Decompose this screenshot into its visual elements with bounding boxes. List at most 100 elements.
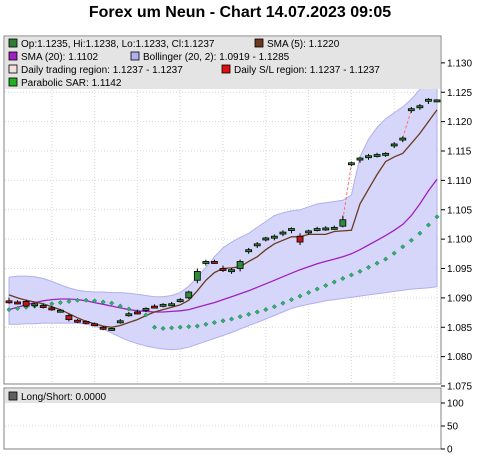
psar-point	[374, 260, 380, 266]
candle-body	[91, 323, 98, 327]
candle-body	[133, 311, 141, 315]
candle-body	[74, 319, 81, 323]
candle-body	[322, 227, 330, 231]
candle-body	[39, 305, 47, 308]
psar-point	[237, 314, 243, 320]
psar-point	[177, 324, 183, 330]
legend-label: SMA (5): 1.1220	[267, 39, 340, 50]
legend-label: Daily trading region: 1.1237 - 1.1237	[21, 65, 183, 76]
candle-body	[305, 230, 313, 234]
candle-body	[339, 219, 347, 227]
candles	[5, 98, 441, 331]
psar-point	[74, 297, 81, 303]
psar-point	[15, 305, 21, 312]
candle-body	[116, 320, 124, 324]
psar-point	[434, 214, 440, 220]
candle-body	[5, 300, 13, 304]
y-tick-label: 1.125	[447, 88, 472, 99]
candle-body	[142, 308, 150, 311]
candle-body	[330, 226, 338, 230]
sl-link	[342, 163, 352, 220]
psar-point	[83, 297, 89, 303]
psar-point	[348, 272, 354, 278]
psar-point	[66, 298, 72, 304]
lower-y-tick-label: 100	[447, 399, 464, 410]
y-tick-label: 1.075	[447, 382, 472, 393]
candle-body	[279, 231, 287, 235]
chart-title: Forex um Neun - Chart 14.07.2023 09:05	[88, 4, 392, 21]
candle-body	[159, 303, 167, 307]
candle-body	[228, 269, 235, 273]
sma20-line	[8, 178, 438, 313]
psar-point	[400, 244, 406, 250]
psar-point	[6, 307, 12, 313]
candle-body	[425, 98, 432, 102]
y-tick-label: 1.090	[447, 293, 472, 304]
candle-body	[390, 143, 398, 147]
candle-body	[168, 303, 176, 307]
psar-point	[57, 300, 63, 306]
psar-point	[49, 301, 55, 307]
candle-body	[245, 249, 253, 253]
psar-point	[357, 268, 363, 274]
lower-y-tick-label: 0	[447, 445, 453, 456]
y-axis: 1.075 1.080 1.085 1.090 1.095 1.100 1.105 1.110…	[441, 58, 472, 393]
psar-point	[297, 293, 303, 299]
legend-swatch	[8, 38, 18, 48]
lower-y-axis: 0 50 100	[441, 399, 464, 456]
candle-body	[125, 313, 133, 317]
lower-y-tick-label: 50	[447, 422, 459, 433]
candle-body	[108, 328, 116, 331]
candle-body	[356, 157, 364, 161]
psar-point	[246, 311, 252, 317]
psar-point	[109, 300, 115, 306]
psar-point	[331, 279, 337, 285]
candle-body	[270, 235, 278, 239]
lower-legend-swatch	[8, 391, 18, 401]
psar-point	[306, 290, 312, 296]
y-tick-label: 1.085	[447, 323, 472, 334]
lower-legend-label: Long/Short: 0.0000	[21, 392, 107, 403]
psar-point	[126, 306, 132, 312]
psar-point	[220, 318, 226, 324]
legend-label: Bollinger (20, 2): 1.0919 - 1.1285	[143, 52, 290, 63]
candle-body	[236, 261, 244, 269]
psar-point	[194, 323, 200, 329]
candle-body	[151, 305, 158, 309]
legend-swatch	[8, 51, 18, 61]
y-tick-label: 1.100	[447, 235, 472, 246]
candle-body	[22, 300, 30, 307]
psar-point	[271, 304, 277, 310]
candle-body	[211, 261, 218, 264]
candle-body	[31, 303, 39, 307]
legend-label: SMA (20): 1.1102	[21, 52, 99, 63]
bollinger-band	[8, 70, 438, 351]
sma20-series	[8, 178, 438, 313]
psar-point	[203, 321, 209, 327]
psar-point	[263, 307, 269, 313]
candle-body	[407, 108, 415, 112]
y-tick-label: 1.110	[447, 176, 472, 187]
psar-point	[143, 312, 149, 318]
candle-body	[416, 105, 424, 109]
candle-body	[296, 235, 304, 243]
psar-point	[323, 282, 329, 289]
legend-label: Daily S/L region: 1.1237 - 1.1237	[234, 65, 380, 76]
candle-body	[399, 137, 407, 141]
candle-body	[262, 237, 270, 241]
psar-point	[151, 324, 158, 330]
candle-body	[185, 291, 193, 299]
psar-point	[169, 325, 175, 331]
psar-point	[383, 256, 389, 262]
legend-swatch	[254, 38, 264, 48]
legend-label: Parabolic SAR: 1.1142	[21, 78, 122, 89]
psar-point	[314, 286, 320, 292]
candle-body	[99, 326, 107, 330]
psar-point	[288, 297, 295, 303]
legend-label: Op:1.1235, Hi:1.1238, Lo:1.1233, Cl:1.12…	[21, 39, 215, 50]
y-tick-label: 1.095	[447, 264, 472, 275]
candle-body	[373, 154, 381, 157]
candle-body	[288, 228, 295, 231]
psar-point	[417, 230, 423, 236]
